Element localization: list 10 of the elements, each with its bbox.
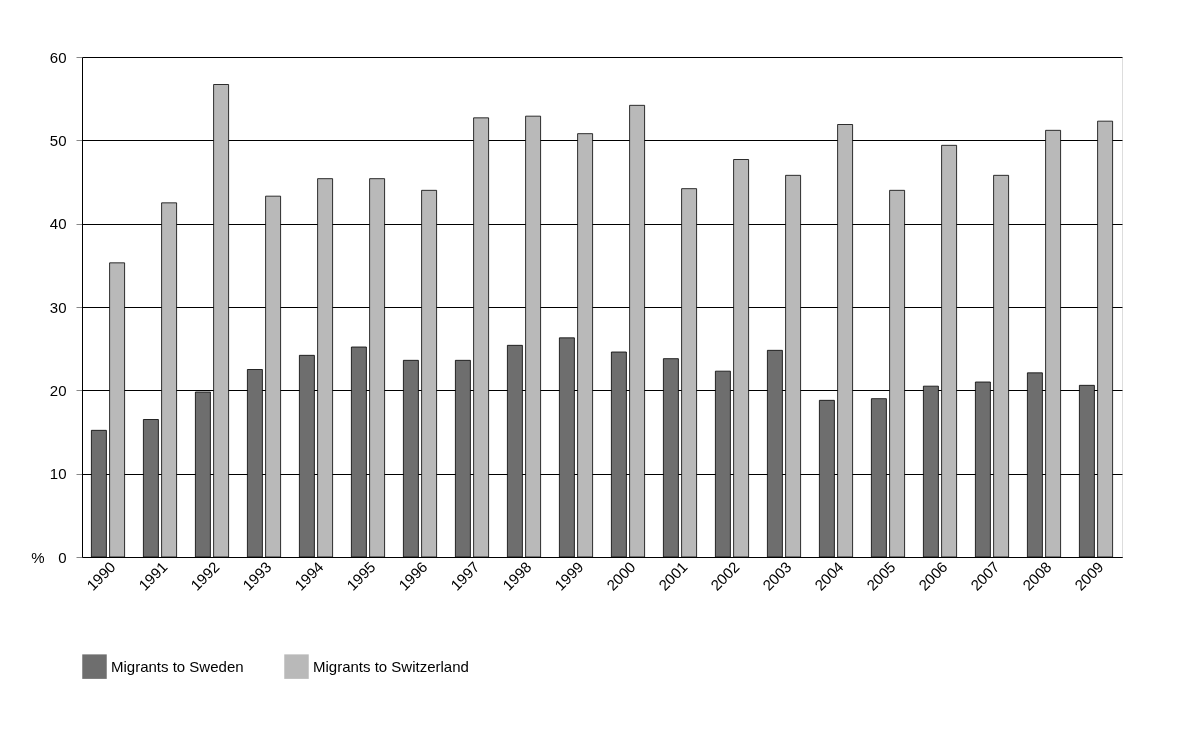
y-tick-label: 30 (49, 298, 67, 316)
y-tick-label: 10 (49, 465, 67, 483)
legend-label: Migrants to Switzerland (313, 657, 469, 675)
y-axis-title: % (31, 548, 45, 566)
y-tick-label: 20 (49, 381, 67, 399)
y-tick-label: 60 (49, 48, 67, 66)
y-tick-label: 50 (49, 131, 67, 149)
y-tick-label: 0 (58, 548, 67, 566)
y-tick-label: 40 (49, 215, 67, 233)
legend-label: Migrants to Sweden (111, 657, 244, 675)
